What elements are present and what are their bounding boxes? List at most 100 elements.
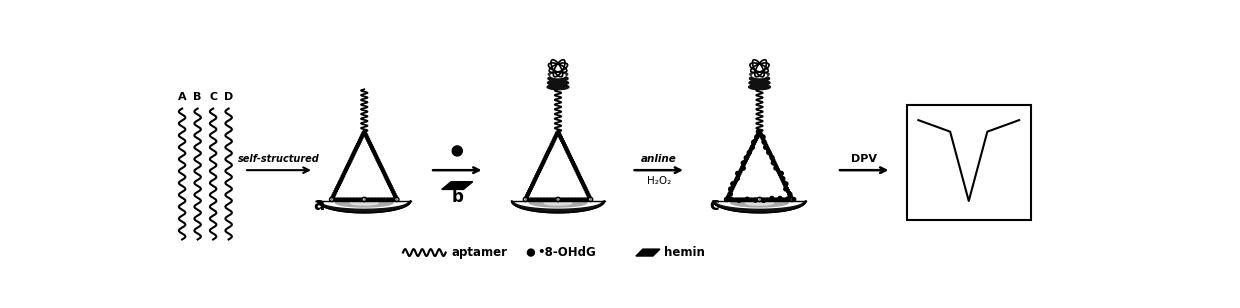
Text: s: s (589, 197, 593, 202)
Polygon shape (350, 203, 378, 205)
Bar (906, 105, 1030, 220)
Text: C: C (210, 92, 217, 102)
Polygon shape (730, 203, 789, 207)
Ellipse shape (749, 80, 770, 85)
Circle shape (393, 198, 394, 201)
Circle shape (725, 198, 728, 201)
Text: s: s (523, 197, 527, 202)
Circle shape (784, 187, 787, 191)
Circle shape (574, 198, 577, 201)
Circle shape (742, 166, 745, 170)
Circle shape (365, 198, 367, 201)
Circle shape (589, 198, 591, 201)
Circle shape (760, 198, 763, 201)
Circle shape (754, 198, 758, 202)
Polygon shape (335, 203, 393, 207)
Circle shape (334, 198, 336, 201)
Circle shape (750, 198, 753, 201)
Circle shape (787, 198, 790, 201)
Circle shape (396, 198, 398, 201)
Circle shape (737, 199, 742, 202)
Circle shape (358, 198, 361, 201)
Circle shape (531, 198, 533, 201)
Circle shape (735, 177, 739, 180)
Circle shape (756, 130, 760, 134)
Circle shape (756, 198, 759, 201)
Circle shape (383, 198, 386, 201)
Circle shape (527, 249, 534, 256)
Text: anline: anline (641, 154, 677, 164)
Ellipse shape (553, 74, 563, 77)
Circle shape (377, 198, 379, 201)
Text: self-structured: self-structured (238, 154, 320, 164)
Polygon shape (441, 182, 472, 189)
Text: c: c (709, 196, 719, 214)
Circle shape (583, 198, 585, 201)
Circle shape (330, 197, 334, 202)
Circle shape (748, 151, 751, 154)
Text: s: s (725, 197, 729, 202)
Ellipse shape (548, 80, 568, 85)
Ellipse shape (548, 72, 568, 77)
Ellipse shape (753, 73, 766, 78)
Circle shape (790, 197, 795, 202)
Circle shape (786, 197, 790, 201)
Polygon shape (317, 201, 410, 213)
Circle shape (729, 187, 733, 191)
Circle shape (527, 198, 529, 201)
Circle shape (791, 198, 794, 201)
Circle shape (781, 198, 784, 201)
Circle shape (387, 198, 388, 201)
Circle shape (587, 198, 589, 201)
Circle shape (761, 135, 765, 139)
Circle shape (763, 140, 766, 144)
Circle shape (770, 197, 774, 200)
Circle shape (588, 197, 593, 202)
Circle shape (543, 198, 546, 201)
Circle shape (750, 145, 754, 149)
Circle shape (748, 198, 750, 201)
Text: DPV: DPV (851, 154, 877, 164)
Circle shape (732, 198, 734, 201)
Circle shape (735, 172, 739, 175)
Circle shape (761, 199, 765, 202)
Circle shape (777, 197, 782, 200)
Circle shape (729, 197, 733, 201)
Polygon shape (636, 249, 660, 256)
Circle shape (568, 198, 570, 201)
Text: a: a (314, 196, 325, 214)
Circle shape (766, 151, 770, 154)
Circle shape (577, 198, 579, 201)
Circle shape (751, 140, 755, 144)
Ellipse shape (548, 76, 568, 81)
Circle shape (755, 135, 759, 139)
Ellipse shape (754, 74, 765, 77)
Text: D: D (224, 92, 233, 102)
Circle shape (769, 198, 771, 201)
Circle shape (766, 198, 769, 201)
Text: hemin: hemin (665, 246, 706, 259)
Circle shape (787, 192, 792, 196)
Text: s: s (396, 197, 398, 202)
Circle shape (724, 197, 729, 202)
Text: s: s (362, 197, 366, 202)
Circle shape (549, 198, 552, 201)
Text: •8-OHdG: •8-OHdG (537, 246, 596, 259)
Circle shape (780, 172, 784, 175)
Circle shape (784, 182, 787, 186)
Circle shape (758, 130, 761, 134)
Circle shape (744, 198, 746, 201)
Circle shape (537, 198, 539, 201)
Circle shape (394, 197, 399, 202)
Polygon shape (713, 201, 806, 213)
Circle shape (570, 198, 573, 201)
Circle shape (374, 198, 376, 201)
Circle shape (744, 156, 748, 160)
Circle shape (340, 198, 342, 201)
Circle shape (352, 198, 355, 201)
Circle shape (453, 146, 463, 156)
Text: s: s (557, 197, 559, 202)
Text: H₂O₂: H₂O₂ (646, 176, 671, 186)
Circle shape (552, 198, 554, 201)
Circle shape (331, 198, 332, 201)
